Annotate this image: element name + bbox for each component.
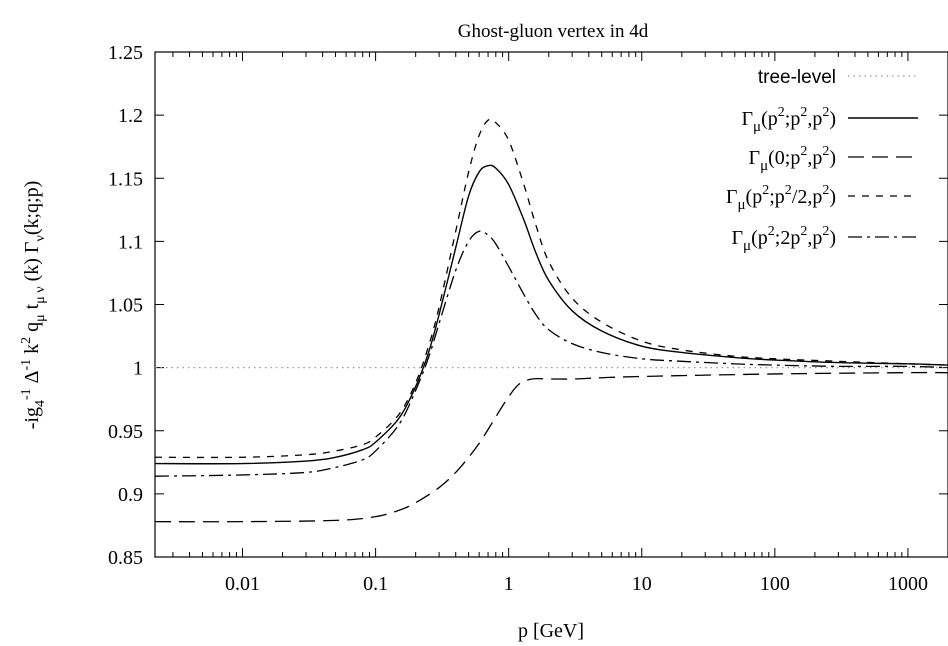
x-tick-label: 100 [760,573,790,595]
x-axis-label: p [GeV] [518,620,584,642]
y-tick-label: 1.05 [108,295,143,317]
y-tick-label: 1.15 [108,168,143,190]
series-line-4 [154,230,948,477]
y-tick-label: 1.1 [118,231,143,253]
y-tick-label: 0.85 [108,547,143,569]
legend-label-2: Γμ(0;p2,p2) [749,144,837,174]
series-line-2 [154,371,948,523]
y-tick-label: 0.95 [108,421,143,443]
chart-title: Ghost-gluon vertex in 4d [458,21,649,42]
y-tick-label: 0.9 [118,484,143,506]
y-tick-label: 1.25 [108,42,143,64]
legend-label-4: Γμ(p2;2p2,p2) [731,224,836,254]
legend-label-3: Γμ(p2;p2/2,p2) [726,183,836,213]
svg-text:-ig4-1 Δ-1 k2 qμ tμ ν (k) Γν(k: -ig4-1 Δ-1 k2 qμ tμ ν (k) Γν(k;q;p) [19,181,48,430]
legend-label-0: tree-level [758,67,836,88]
y-axis-label: -ig4-1 Δ-1 k2 qμ tμ ν (k) Γν(k;q;p) [19,181,48,430]
x-tick-label: 0.01 [225,573,260,595]
x-tick-label: 1 [504,573,514,595]
y-tick-label: 1 [133,358,143,380]
x-tick-label: 0.1 [363,573,388,595]
x-tick-label: 1000 [888,573,928,595]
x-tick-label: 10 [632,573,652,595]
series-line-3 [154,118,948,459]
legend-label-1: Γμ(p2;p2,p2) [741,105,836,135]
series-line-1 [154,164,948,465]
y-tick-label: 1.2 [118,105,143,127]
